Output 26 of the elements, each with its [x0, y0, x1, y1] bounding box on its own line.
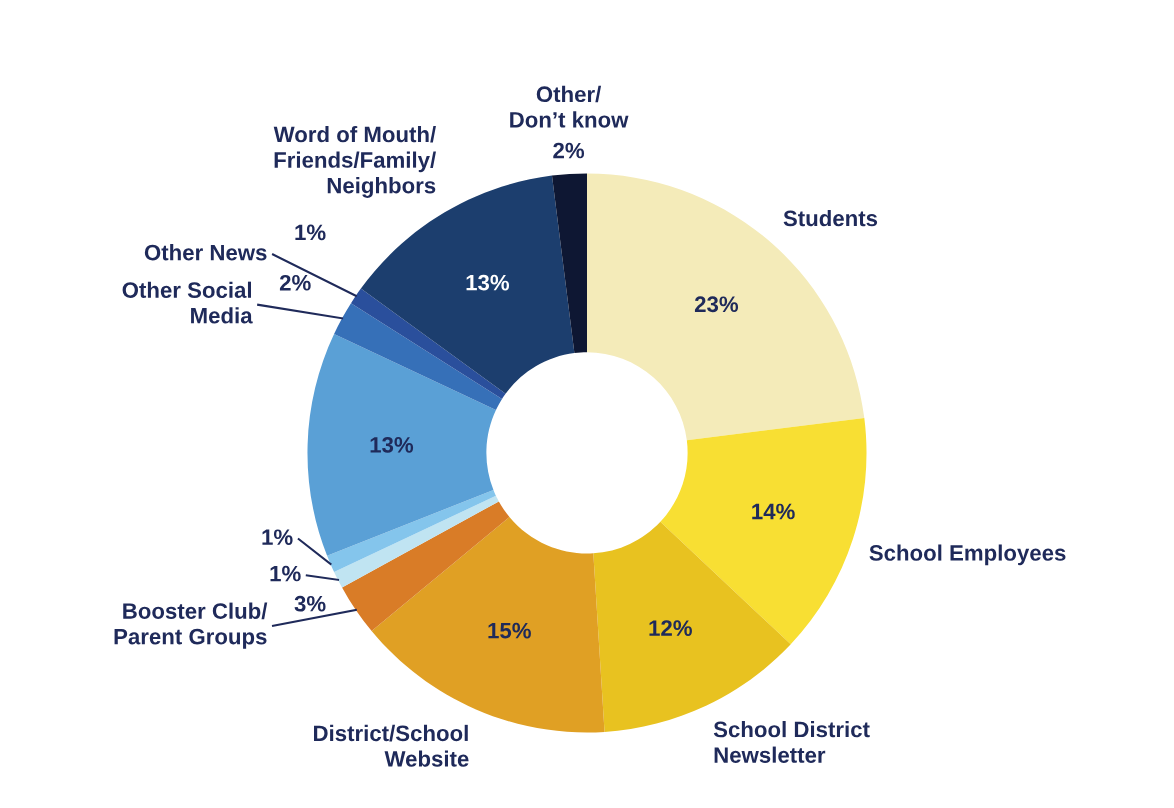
slice-label: Other News [144, 244, 267, 261]
slice-label: School Employees [869, 544, 1066, 566]
donut-slice [551, 173, 587, 354]
data-label: 1% [295, 224, 326, 241]
slice-label: Other/ Don’t know [510, 85, 629, 128]
data-label: 13% [370, 437, 414, 453]
data-label: 15% [488, 622, 531, 639]
donut-slice [334, 303, 503, 411]
data-label: 3% [294, 595, 326, 612]
slice-label: Word of Mouth/ Friends/Family/ Neighbors [273, 125, 436, 198]
slice-label: School District Newsletter [713, 721, 870, 763]
data-label: 2% [553, 142, 585, 159]
slice-label: Students [783, 209, 878, 227]
data-label: 13% [466, 274, 510, 291]
data-label: 1% [270, 565, 301, 582]
slice-label: Other Social Media [122, 281, 253, 324]
data-label: 1% [262, 529, 293, 546]
data-label: 2% [279, 274, 311, 291]
data-label: 23% [694, 296, 739, 313]
slice-label: Booster Club/ Parent Groups [114, 602, 268, 649]
donut-slice [327, 489, 496, 572]
data-label: 12% [649, 620, 692, 636]
donut-slice [334, 495, 499, 588]
data-label: 14% [752, 503, 795, 520]
donut-slice [307, 333, 496, 556]
slice-label: District/School Website [314, 724, 469, 767]
